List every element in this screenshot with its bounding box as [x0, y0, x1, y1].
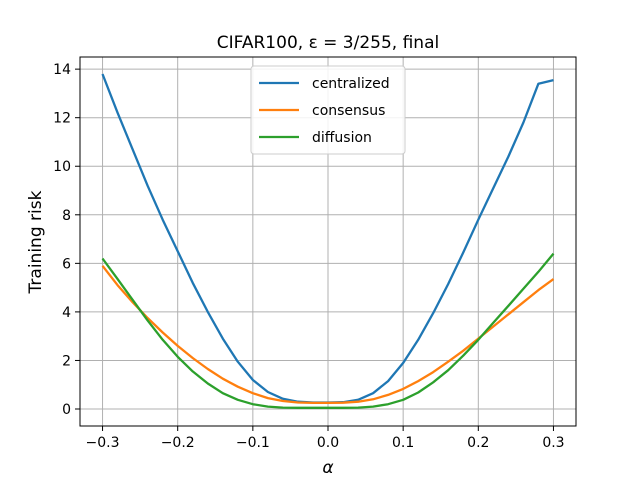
legend-label-consensus: consensus: [312, 103, 385, 119]
y-tick-label: 2: [62, 353, 71, 369]
y-tick-label: 14: [53, 62, 71, 78]
legend: centralized consensus diffusion: [250, 65, 406, 155]
x-tick-label: 0.1: [392, 435, 414, 451]
x-tick-label: −0.2: [161, 435, 195, 451]
y-tick-label: 12: [53, 111, 71, 127]
y-tick-label: 10: [53, 159, 71, 175]
legend-label-diffusion: diffusion: [312, 130, 372, 146]
y-axis-label: Training risk: [26, 190, 46, 294]
x-tick-label: 0.2: [467, 435, 489, 451]
x-axis-label: α: [322, 458, 333, 478]
y-tick-label: 4: [62, 305, 71, 321]
chart-title: CIFAR100, ε = 3/255, final: [217, 33, 439, 53]
y-tick-label: 8: [62, 208, 71, 224]
x-tick-label: −0.1: [236, 435, 270, 451]
x-tick-label: −0.3: [86, 435, 120, 451]
axis-ticks: −0.3 −0.2 −0.1 0.0 0.1 0.2 0.3 0 2 4 6 8 10 12 14: [53, 62, 564, 451]
y-tick-label: 0: [62, 402, 71, 418]
x-tick-label: 0.3: [542, 435, 564, 451]
series-layer: [101, 73, 555, 409]
x-tick-label: 0.0: [317, 435, 339, 451]
series-line-diffusion: [101, 252, 555, 409]
legend-label-centralized: centralized: [312, 76, 390, 92]
legend-box: [250, 65, 406, 155]
y-tick-label: 6: [62, 256, 71, 272]
